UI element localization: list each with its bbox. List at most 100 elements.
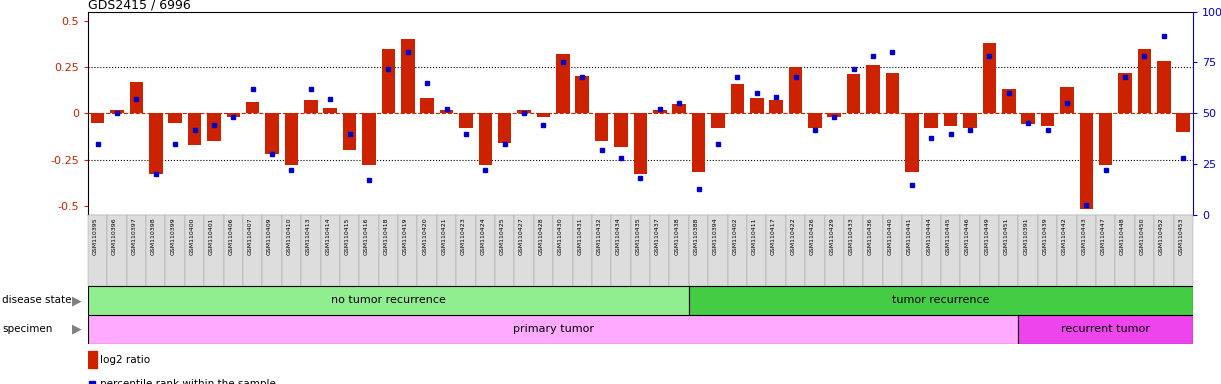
Bar [1040,113,1054,126]
Bar [498,113,512,143]
Text: GSM110431: GSM110431 [578,217,582,255]
Bar [1021,113,1035,124]
Text: GSM110395: GSM110395 [93,217,98,255]
Bar [302,215,321,286]
Text: GDS2415 / 6996: GDS2415 / 6996 [88,0,190,12]
Bar [1154,215,1173,286]
Bar [282,215,302,286]
Bar [963,113,977,128]
Bar [418,215,437,286]
Bar [650,215,669,286]
Bar [359,215,379,286]
Bar [495,215,514,286]
Text: ▶: ▶ [72,294,82,307]
Bar [824,215,844,286]
Bar [922,215,941,286]
Text: GSM110419: GSM110419 [403,217,408,255]
Bar [863,215,883,286]
Text: GSM110422: GSM110422 [790,217,796,255]
Bar [592,215,612,286]
Text: GSM110432: GSM110432 [597,217,602,255]
Bar [243,215,263,286]
Bar [263,215,282,286]
Bar [1018,315,1193,344]
Bar [767,215,786,286]
Bar [440,109,453,113]
Text: GSM110447: GSM110447 [1100,217,1106,255]
Text: GSM110391: GSM110391 [1023,217,1028,255]
Bar [379,215,398,286]
Bar [110,109,123,113]
Bar [999,215,1018,286]
Text: GSM110452: GSM110452 [1159,217,1164,255]
Text: GSM110401: GSM110401 [209,217,214,255]
Bar [612,215,631,286]
Bar [595,113,608,141]
Text: GSM110416: GSM110416 [364,217,369,255]
Bar [265,113,278,154]
Bar [1134,215,1154,286]
Text: GSM110399: GSM110399 [170,217,175,255]
Bar [805,215,824,286]
Text: GSM110436: GSM110436 [868,217,873,255]
Text: GSM110437: GSM110437 [654,217,659,255]
Bar [90,113,104,122]
Bar [129,82,143,113]
Bar [457,215,476,286]
Bar [556,54,570,113]
Text: GSM110426: GSM110426 [810,217,814,255]
Bar [382,48,396,113]
Text: GSM110435: GSM110435 [635,217,640,255]
Bar [844,215,863,286]
Text: GSM110413: GSM110413 [305,217,311,255]
Bar [866,65,880,113]
Bar [245,102,260,113]
Bar [398,215,418,286]
Bar [1002,89,1016,113]
Text: GSM110451: GSM110451 [1004,217,1009,255]
Bar [1173,215,1193,286]
Bar [689,286,1193,315]
Bar [789,67,802,113]
Bar [614,113,628,147]
Bar [692,113,706,172]
Text: GSM110438: GSM110438 [674,217,679,255]
Text: GSM110428: GSM110428 [538,217,543,255]
Bar [924,113,938,128]
Text: GSM110441: GSM110441 [907,217,912,255]
Bar [631,215,650,286]
Bar [653,109,667,113]
Text: GSM110406: GSM110406 [228,217,233,255]
Text: GSM110448: GSM110448 [1120,217,1125,255]
Bar [553,215,573,286]
Bar [828,113,841,117]
Bar [960,215,979,286]
Bar [518,109,531,113]
Bar [808,113,822,128]
Bar [1099,113,1112,165]
Text: GSM110398: GSM110398 [150,217,156,255]
Text: no tumor recurrence: no tumor recurrence [331,295,446,306]
Bar [1118,73,1132,113]
Text: GSM110409: GSM110409 [267,217,272,255]
Text: primary tumor: primary tumor [513,324,593,334]
Bar [184,215,204,286]
Text: GSM110434: GSM110434 [617,217,621,255]
Bar [437,215,457,286]
Text: GSM110414: GSM110414 [325,217,330,255]
Bar [534,215,553,286]
Bar [1138,48,1151,113]
Text: GSM110397: GSM110397 [132,217,137,255]
Bar [669,215,689,286]
Text: GSM110421: GSM110421 [442,217,447,255]
Text: GSM110423: GSM110423 [462,217,466,255]
Text: GSM110417: GSM110417 [772,217,777,255]
Bar [885,73,899,113]
Text: GSM110402: GSM110402 [733,217,737,255]
Text: GSM110442: GSM110442 [1062,217,1067,255]
Text: GSM110429: GSM110429 [829,217,834,255]
Bar [149,113,162,174]
Bar [324,108,337,113]
Text: GSM110424: GSM110424 [480,217,485,255]
Text: GSM110433: GSM110433 [849,217,853,255]
